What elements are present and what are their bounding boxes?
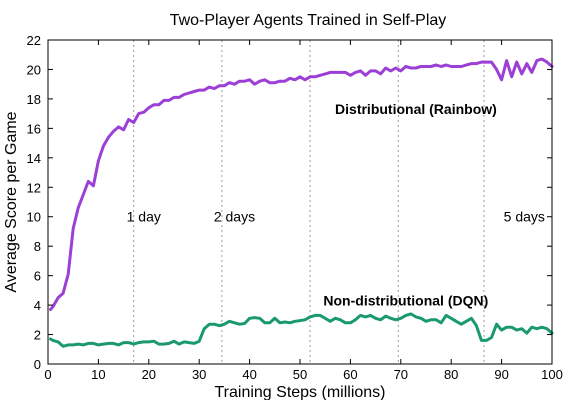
y-tick-label-7: 14 — [27, 151, 41, 166]
y-tick-label-1: 2 — [34, 328, 41, 343]
x-axis-title: Training Steps (millions) — [214, 384, 385, 400]
x-tick-label-9: 90 — [494, 367, 508, 382]
x-tick-label-10: 100 — [541, 367, 563, 382]
chart-title: Two-Player Agents Trained in Self-Play — [170, 12, 447, 29]
plot-frame — [47, 39, 553, 365]
series-label-1: Non-distributional (DQN) — [323, 293, 488, 309]
day-marker-label-4: 5 days — [504, 209, 545, 225]
x-tick-label-6: 60 — [343, 367, 357, 382]
x-tick-label-1: 10 — [91, 367, 105, 382]
y-tick-label-10: 20 — [27, 62, 41, 77]
y-tick-label-9: 18 — [27, 92, 41, 107]
axis-ticks: 0 10 20 30 40 50 60 70 80 90 100 0 2 4 6 8 10 12 14 16 18 20 2… — [27, 33, 563, 382]
series-label-0: Distributional (Rainbow) — [335, 101, 497, 117]
plot-area: 1 day 2 days 5 days Distributional (Rainbow… — [49, 40, 554, 364]
day-marker-label-0: 1 day — [127, 209, 161, 225]
y-tick-label-2: 4 — [34, 298, 41, 313]
y-axis-title: Average Score per Game — [3, 111, 20, 292]
x-tick-label-8: 80 — [444, 367, 458, 382]
y-tick-label-4: 8 — [34, 239, 41, 254]
y-tick-label-11: 22 — [27, 33, 41, 48]
series-line-0 — [49, 57, 554, 311]
x-tick-label-0: 0 — [44, 367, 51, 382]
x-tick-label-2: 20 — [142, 367, 156, 382]
y-tick-label-0: 0 — [34, 357, 41, 372]
x-tick-label-5: 50 — [293, 367, 307, 382]
x-tick-label-4: 40 — [242, 367, 256, 382]
y-tick-label-8: 16 — [27, 121, 41, 136]
day-marker-label-1: 2 days — [214, 209, 255, 225]
series-line-1 — [49, 312, 554, 348]
x-tick-label-7: 70 — [394, 367, 408, 382]
y-tick-label-6: 12 — [27, 180, 41, 195]
x-tick-label-3: 30 — [192, 367, 206, 382]
y-tick-label-3: 6 — [34, 269, 41, 284]
y-tick-label-5: 10 — [27, 210, 41, 225]
